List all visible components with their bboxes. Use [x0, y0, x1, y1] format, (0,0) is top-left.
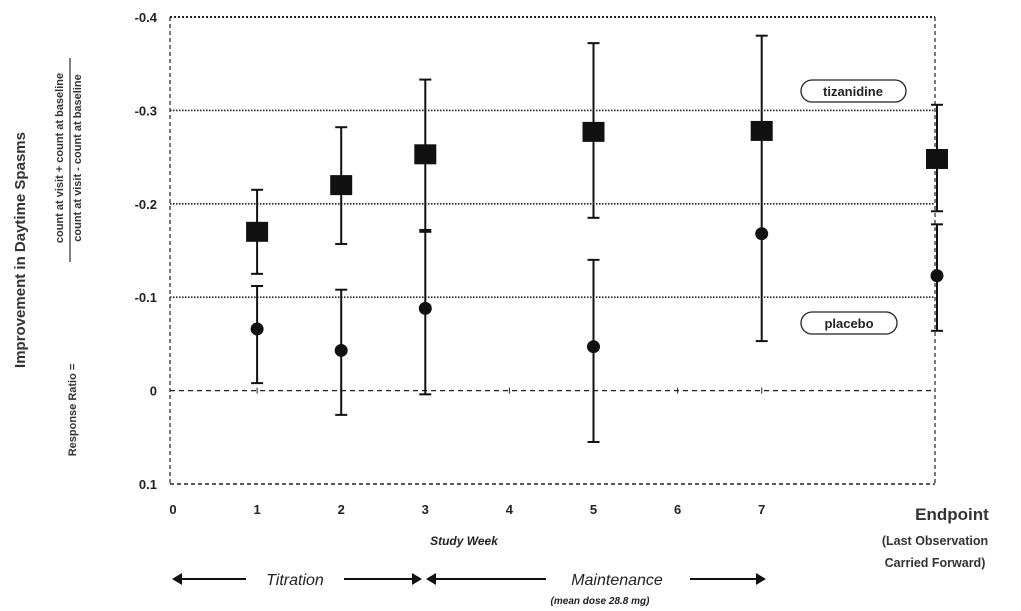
y-axis-title: Improvement in Daytime Spasms: [12, 132, 29, 368]
placebo-point: [930, 269, 944, 283]
placebo-point: [587, 340, 600, 354]
placebo-point: [418, 301, 432, 315]
x-axis-title: Study Week: [430, 534, 499, 548]
x-tick-label: 1: [253, 502, 260, 517]
maintenance-note: (mean dose 28.8 mg): [551, 596, 651, 607]
x-tick-label: 5: [590, 502, 597, 517]
tizanidine-point: [330, 175, 353, 196]
titration-label: Titration: [266, 572, 324, 589]
x-tick-label: 3: [422, 502, 429, 517]
maintenance-arrow-left-head: [426, 573, 436, 585]
endpoint-sublabel-1: (Last Observation: [882, 534, 988, 548]
maintenance-phase: Maintenance (mean dose 28.8 mg): [426, 572, 766, 607]
y-tick-label: 0: [150, 384, 157, 399]
tizanidine-point: [246, 221, 269, 242]
legend-tizanidine-label: tizanidine: [823, 84, 883, 99]
tizanidine-point: [750, 120, 773, 141]
y-tick-label: -0.4: [135, 10, 158, 25]
x-tick-label: 2: [338, 502, 345, 517]
x-tick-label: 4: [506, 502, 514, 517]
placebo-point: [755, 227, 769, 241]
legend-tizanidine-box: [800, 79, 907, 103]
legend-placebo-box: [800, 311, 898, 335]
placebo-point: [250, 322, 264, 336]
tizanidine-point: [414, 144, 437, 165]
y-tick-label: -0.2: [135, 197, 157, 212]
placebo-point: [334, 343, 348, 357]
y-tick-label: -0.3: [135, 103, 157, 118]
legend-placebo: placebo: [800, 311, 898, 335]
legend-placebo-label: placebo: [824, 316, 873, 331]
y-axis-subtitle-numerator: count at visit + count at baseline: [54, 73, 66, 243]
titration-phase: Titration: [172, 572, 422, 589]
maintenance-label: Maintenance: [571, 572, 663, 589]
y-axis-subtitle-denominator: count at visit - count at baseline: [72, 74, 84, 241]
y-tick-label: -0.1: [135, 290, 157, 305]
y-tick-label: 0.1: [139, 477, 157, 492]
endpoint-sublabel-2: Carried Forward): [885, 556, 986, 570]
maintenance-arrow-right-head: [756, 573, 766, 585]
tizanidine-point: [582, 121, 605, 142]
x-tick-label: 6: [674, 502, 681, 517]
titration-arrow-right-head: [412, 573, 422, 585]
titration-arrow-left-head: [172, 573, 182, 585]
x-tick-label: 0: [169, 502, 176, 517]
legend-tizanidine: tizanidine: [800, 79, 907, 103]
endpoint-label: Endpoint: [915, 505, 989, 524]
y-axis-subtitle-prefix: Response Ratio =: [67, 364, 79, 457]
x-tick-label: 7: [758, 502, 765, 517]
tizanidine-point: [926, 148, 948, 169]
